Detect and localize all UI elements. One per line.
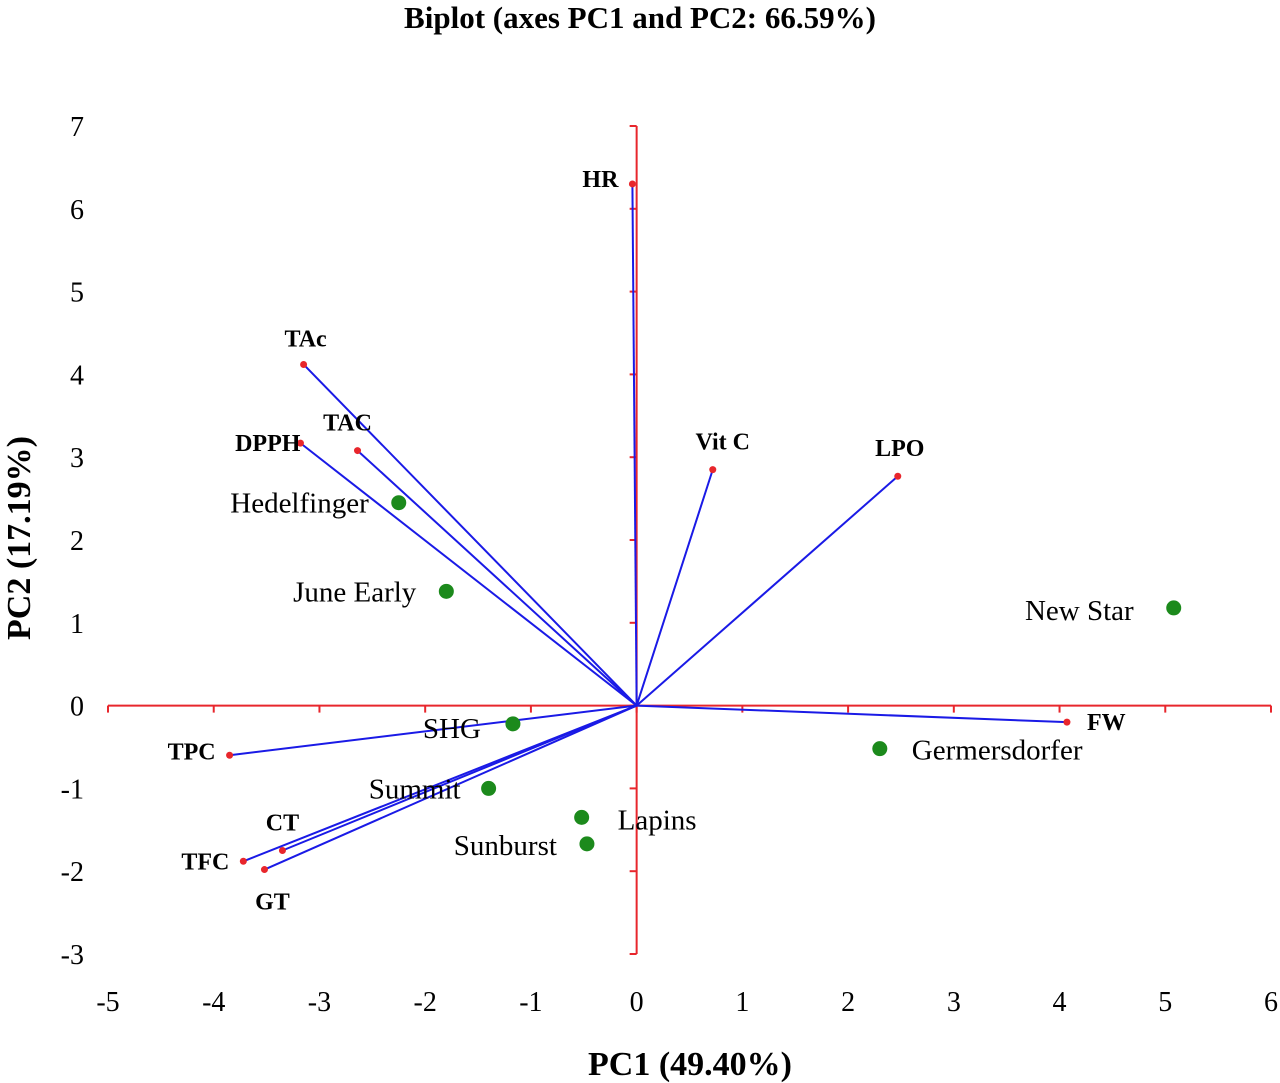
vector-tip-tac <box>354 447 362 455</box>
chart-title: Biplot (axes PC1 and PC2: 66.59%) <box>404 0 876 35</box>
observation-point-hedelfinger <box>391 495 407 511</box>
x-tick-label: -5 <box>96 987 119 1018</box>
x-tick-label: -3 <box>308 987 331 1018</box>
vector-gt <box>264 704 638 871</box>
observation-point-germersdorfer <box>872 741 888 757</box>
x-tick-label: 5 <box>1158 987 1172 1018</box>
vector-dpph <box>299 442 638 707</box>
y-tick-label: -3 <box>61 940 84 971</box>
y-tick-label: 5 <box>70 278 84 309</box>
vector-lpo <box>635 475 899 707</box>
vector-tip-dpph <box>296 439 304 447</box>
vector-vit-c <box>635 469 714 706</box>
observation-point-june-early <box>438 583 454 599</box>
variable-vectors: HR TAc TAC DPPH Vit C LPO FW TPC CT TFC GT <box>168 167 1126 916</box>
y-tick-label: 0 <box>70 692 84 723</box>
x-axis-label: PC1 (49.40%) <box>588 1046 792 1083</box>
vector-tip-tpc <box>226 751 234 759</box>
y-tick-label: 2 <box>70 526 84 557</box>
x-tick-label: 0 <box>630 987 644 1018</box>
vector-label-tac: TAC <box>323 411 372 437</box>
y-axis-label: PC2 (17.19%) <box>1 436 38 640</box>
vector-tpc <box>229 704 637 757</box>
vector-tac <box>356 449 638 707</box>
vector-label-tpc: TPC <box>168 739 216 765</box>
y-tick-label: 1 <box>70 609 84 640</box>
vector-tip-lpo <box>894 472 902 480</box>
vector-tfc <box>242 704 638 863</box>
y-tick-label: -1 <box>61 774 84 805</box>
observation-label-germersdorfer: Germersdorfer <box>912 735 1083 767</box>
x-tick-label: 2 <box>841 987 855 1018</box>
vector-tip-vit-c <box>709 466 717 474</box>
x-tick-label: -1 <box>519 987 542 1018</box>
vector-tip-hr <box>628 180 636 188</box>
observation-point-sunburst <box>579 836 595 852</box>
y-tick-label: 4 <box>70 360 84 391</box>
y-tick-label: 6 <box>70 195 84 226</box>
observation-label-sunburst: Sunburst <box>454 830 557 862</box>
vector-tip-fw <box>1063 718 1071 726</box>
vector-label-lpo: LPO <box>875 436 924 462</box>
x-tick-label: 3 <box>947 987 961 1018</box>
observation-label-hedelfinger: Hedelfinger <box>230 488 369 520</box>
vector-tip-tfc <box>239 857 247 865</box>
vector-tip-gt <box>260 866 268 874</box>
x-tick-label: 4 <box>1053 987 1067 1018</box>
vector-tip-ct <box>278 847 286 854</box>
vector-tip-tac <box>300 360 308 368</box>
x-tick-label: -4 <box>202 987 225 1018</box>
y-tick-label: -2 <box>61 857 84 888</box>
x-tick-label: -2 <box>414 987 437 1018</box>
observation-label-summit: Summit <box>369 773 461 805</box>
observation-label-lapins: Lapins <box>618 804 697 836</box>
vector-label-hr: HR <box>582 167 619 193</box>
y-tick-label: 7 <box>70 112 84 143</box>
observation-point-new-star <box>1166 600 1182 616</box>
observation-point-shg <box>505 716 521 732</box>
observation-point-summit <box>481 780 497 796</box>
vector-label-tfc: TFC <box>181 849 229 875</box>
vector-label-gt: GT <box>255 890 290 916</box>
vector-fw <box>636 704 1067 724</box>
observation-label-shg: SHG <box>423 713 481 745</box>
tick-labels: -5 -4 -3 -2 -1 0 1 2 3 4 5 6 -3 -2 -1 0 1 2 3 4 5 6 7 <box>61 112 1278 1018</box>
observation-point-lapins <box>574 809 590 825</box>
vector-label-ct: CT <box>266 811 299 837</box>
y-tick-label: 3 <box>70 443 84 474</box>
observation-points: Hedelfinger June Early New Star SHG Germersd… <box>230 488 1182 862</box>
observation-label-june-early: June Early <box>293 576 417 608</box>
vector-hr <box>631 183 638 706</box>
observation-label-new-star: New Star <box>1025 595 1134 627</box>
x-tick-label: 6 <box>1264 987 1278 1018</box>
vector-label-dpph: DPPH <box>235 431 301 457</box>
vector-tac <box>302 363 638 707</box>
vector-label-vit-c: Vit C <box>696 430 750 456</box>
vector-label-tac: TAc <box>284 326 327 352</box>
vector-label-fw: FW <box>1087 710 1126 736</box>
x-tick-label: 1 <box>735 987 749 1018</box>
